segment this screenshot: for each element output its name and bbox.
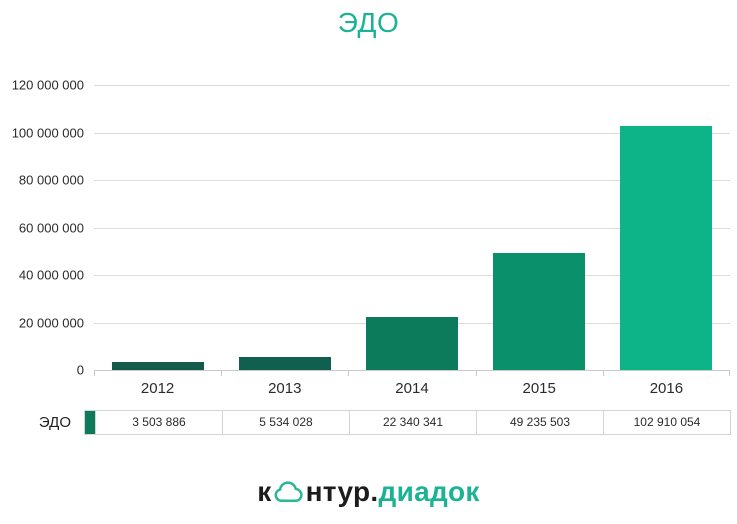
gridline <box>94 180 730 181</box>
x-axis-label-2016: 2016 <box>649 380 684 397</box>
x-axis-tick <box>729 370 730 376</box>
legend-swatch <box>85 411 95 434</box>
logo-kontur-text-start: к <box>257 476 272 507</box>
bar-2014 <box>366 316 458 370</box>
x-axis-label-2013: 2013 <box>268 380 302 397</box>
gridline <box>94 227 730 229</box>
x-axis-tick <box>603 370 604 376</box>
logo-kontur-text-end: нтур. <box>305 476 379 507</box>
legend-value-2013: 5 534 028 <box>222 411 349 434</box>
kontur-diadoc-logo: к нтур.диадок <box>0 476 737 508</box>
x-axis-tick <box>348 370 349 376</box>
x-axis-label-2012: 2012 <box>140 380 175 397</box>
x-axis-tick <box>221 370 222 376</box>
y-axis-tick-label: 60 000 000 <box>18 220 84 235</box>
legend-value-2015: 49 235 503 <box>476 411 603 434</box>
bar-2012 <box>111 361 204 370</box>
legend-label: ЭДО <box>38 414 71 431</box>
bar-2016 <box>620 125 713 370</box>
gridline <box>94 132 730 134</box>
y-axis-tick-label: 80 000 000 <box>18 172 84 188</box>
x-axis-tick <box>476 370 477 376</box>
legend-value-2016: 102 910 054 <box>603 411 730 434</box>
y-axis-tick-label: 40 000 000 <box>18 267 84 283</box>
y-axis-tick-label: 20 000 000 <box>18 315 84 330</box>
legend-value-2014: 22 340 341 <box>349 411 476 434</box>
chart-title: ЭДО <box>337 7 400 38</box>
bar-2015 <box>493 253 586 370</box>
y-axis-tick-label: 0 <box>76 362 84 378</box>
legend-value-2012: 3 503 886 <box>95 411 222 434</box>
y-axis-tick-label: 120 000 000 <box>11 77 84 93</box>
x-axis-line <box>94 370 730 371</box>
legend-table: 3 503 886 5 534 028 22 340 341 49 235 503 10… <box>84 410 731 435</box>
gridline <box>94 85 730 86</box>
logo-diadoc-text: диадок <box>378 476 480 507</box>
x-axis-tick <box>94 370 95 376</box>
x-axis-label-2015: 2015 <box>522 380 556 397</box>
cloud-icon <box>274 481 303 503</box>
bar-2013 <box>238 356 331 370</box>
y-axis-tick-label: 100 000 000 <box>11 125 84 140</box>
gridline <box>94 275 730 276</box>
x-axis-label-2014: 2014 <box>395 380 429 397</box>
